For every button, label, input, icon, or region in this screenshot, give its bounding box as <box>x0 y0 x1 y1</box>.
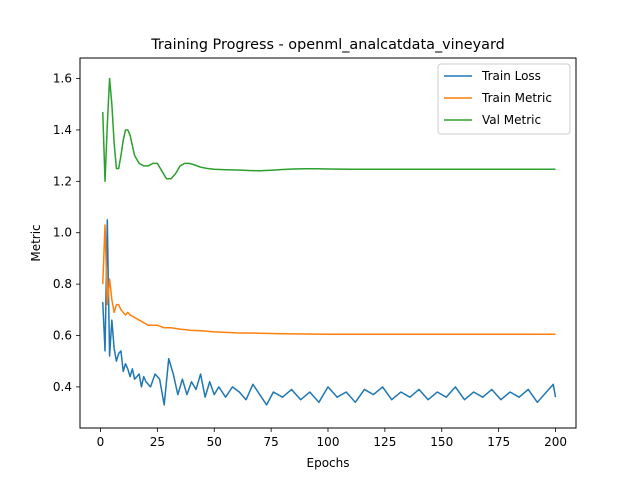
legend-box <box>437 63 571 135</box>
y-tick-label: 1.2 <box>53 174 72 188</box>
y-axis-label: Metric <box>29 224 43 261</box>
series-line-0 <box>102 219 557 406</box>
x-tick-label: 150 <box>430 435 453 449</box>
series-line-1 <box>102 224 556 335</box>
y-tick-label: 1.4 <box>53 123 72 137</box>
x-axis-label: Epochs <box>307 456 350 470</box>
x-axis-ticks: 0 25 50 75 100 125 150 175 200 <box>97 428 567 449</box>
y-tick-label: 1.0 <box>53 226 72 240</box>
x-tick-label: 175 <box>487 435 510 449</box>
y-tick-label: 1.6 <box>53 72 72 86</box>
legend-label: Val Metric <box>482 113 541 127</box>
x-tick-label: 125 <box>373 435 396 449</box>
plot-lines <box>102 77 557 406</box>
x-tick-label: 100 <box>317 435 340 449</box>
x-tick-label: 25 <box>150 435 165 449</box>
y-tick-label: 0.4 <box>53 380 72 394</box>
legend-label: Train Loss <box>481 69 541 83</box>
chart-title: Training Progress - openml_analcatdata_v… <box>150 37 505 53</box>
legend: Train Loss Train Metric Val Metric <box>437 63 571 135</box>
y-tick-label: 0.8 <box>53 277 72 291</box>
y-axis-ticks: 0.4 0.6 0.8 1.0 1.2 1.4 1.6 <box>53 72 80 394</box>
legend-label: Train Metric <box>481 91 552 105</box>
x-tick-label: 75 <box>263 435 278 449</box>
series-line-2 <box>102 77 556 183</box>
x-tick-label: 50 <box>207 435 222 449</box>
y-tick-label: 0.6 <box>53 329 72 343</box>
x-tick-label: 200 <box>544 435 567 449</box>
x-tick-label: 0 <box>97 435 105 449</box>
